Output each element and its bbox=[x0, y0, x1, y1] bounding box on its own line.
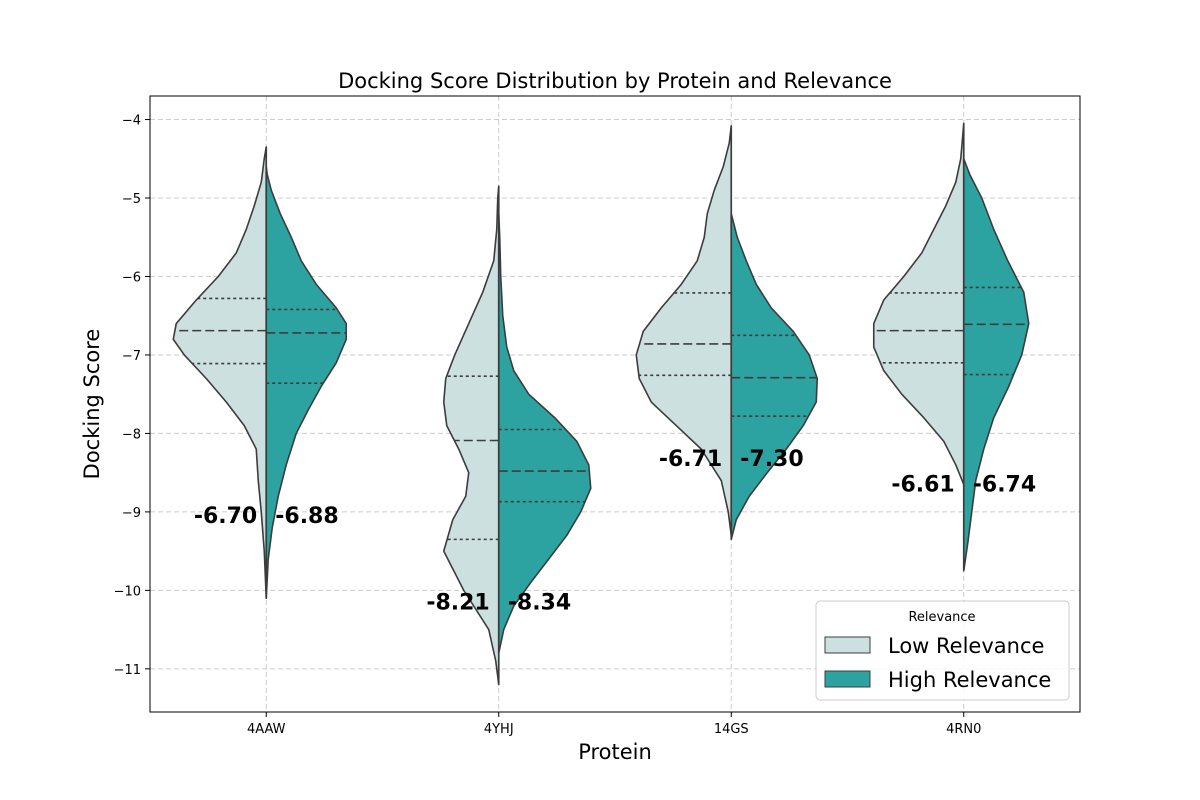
legend-swatch-high-relevance bbox=[824, 670, 871, 688]
violin-low-relevance-4aaw bbox=[172, 146, 268, 600]
axis-ticks: −4 −5 −6 −7 −8 −9 −10 −11 4AAW 4YHJ 14GS 4RN0 bbox=[114, 114, 982, 737]
legend: Relevance Low Relevance High Relevance bbox=[815, 600, 1070, 701]
y-tick-label: −9 bbox=[122, 506, 141, 521]
violin-low-relevance-4yhj bbox=[442, 185, 500, 686]
y-axis-title: Docking Score bbox=[80, 329, 104, 480]
mean-label-high-relevance-14gs: -7.30 bbox=[740, 447, 803, 472]
y-tick-label: −7 bbox=[122, 349, 141, 364]
y-tick-label: −6 bbox=[122, 270, 141, 285]
chart-title: Docking Score Distribution by Protein an… bbox=[338, 69, 892, 93]
legend-frame bbox=[815, 600, 1070, 701]
legend-label-high-relevance: High Relevance bbox=[888, 668, 1051, 692]
legend-swatch-low-relevance bbox=[824, 636, 871, 654]
mean-label-low-relevance-4aaw: -6.70 bbox=[194, 504, 257, 529]
y-tick-label: −10 bbox=[114, 584, 141, 599]
violin-high-relevance-14gs bbox=[730, 212, 819, 541]
mean-label-high-relevance-4yhj: -8.34 bbox=[508, 590, 571, 615]
mean-label-low-relevance-4yhj: -8.21 bbox=[426, 590, 489, 615]
mean-labels: -6.70 -8.21 -6.71 -6.61 -6.88 -8.34 -7.30 -6.74 bbox=[194, 447, 1036, 616]
violin-low-relevance-4rn0 bbox=[872, 122, 965, 486]
mean-label-high-relevance-4aaw: -6.88 bbox=[275, 504, 338, 529]
y-tick-label: −11 bbox=[114, 663, 141, 678]
x-tick-label-4yhj: 4YHJ bbox=[484, 722, 514, 737]
violin-low-relevance-14gs bbox=[635, 125, 733, 537]
y-tick-label: −5 bbox=[122, 192, 141, 207]
plot-frame bbox=[149, 95, 1081, 713]
legend-title: Relevance bbox=[908, 610, 975, 625]
y-tick-label: −4 bbox=[122, 114, 141, 129]
x-tick-label-14gs: 14GS bbox=[714, 722, 749, 737]
x-axis-title: Protein bbox=[578, 740, 652, 764]
violin-high-relevance-4yhj bbox=[497, 212, 592, 654]
mean-label-high-relevance-4rn0: -6.74 bbox=[973, 473, 1036, 498]
violin-high-relevance-4aaw bbox=[265, 165, 348, 600]
violin-high-relevance-4rn0 bbox=[962, 157, 1030, 572]
x-tick-label-4aaw: 4AAW bbox=[247, 722, 286, 737]
mean-label-low-relevance-14gs: -6.71 bbox=[659, 447, 722, 472]
legend-label-low-relevance: Low Relevance bbox=[888, 634, 1044, 658]
mean-label-low-relevance-4rn0: -6.61 bbox=[891, 473, 954, 498]
x-tick-label-4rn0: 4RN0 bbox=[946, 722, 981, 737]
violins bbox=[172, 122, 1030, 686]
y-tick-label: −8 bbox=[122, 427, 141, 442]
